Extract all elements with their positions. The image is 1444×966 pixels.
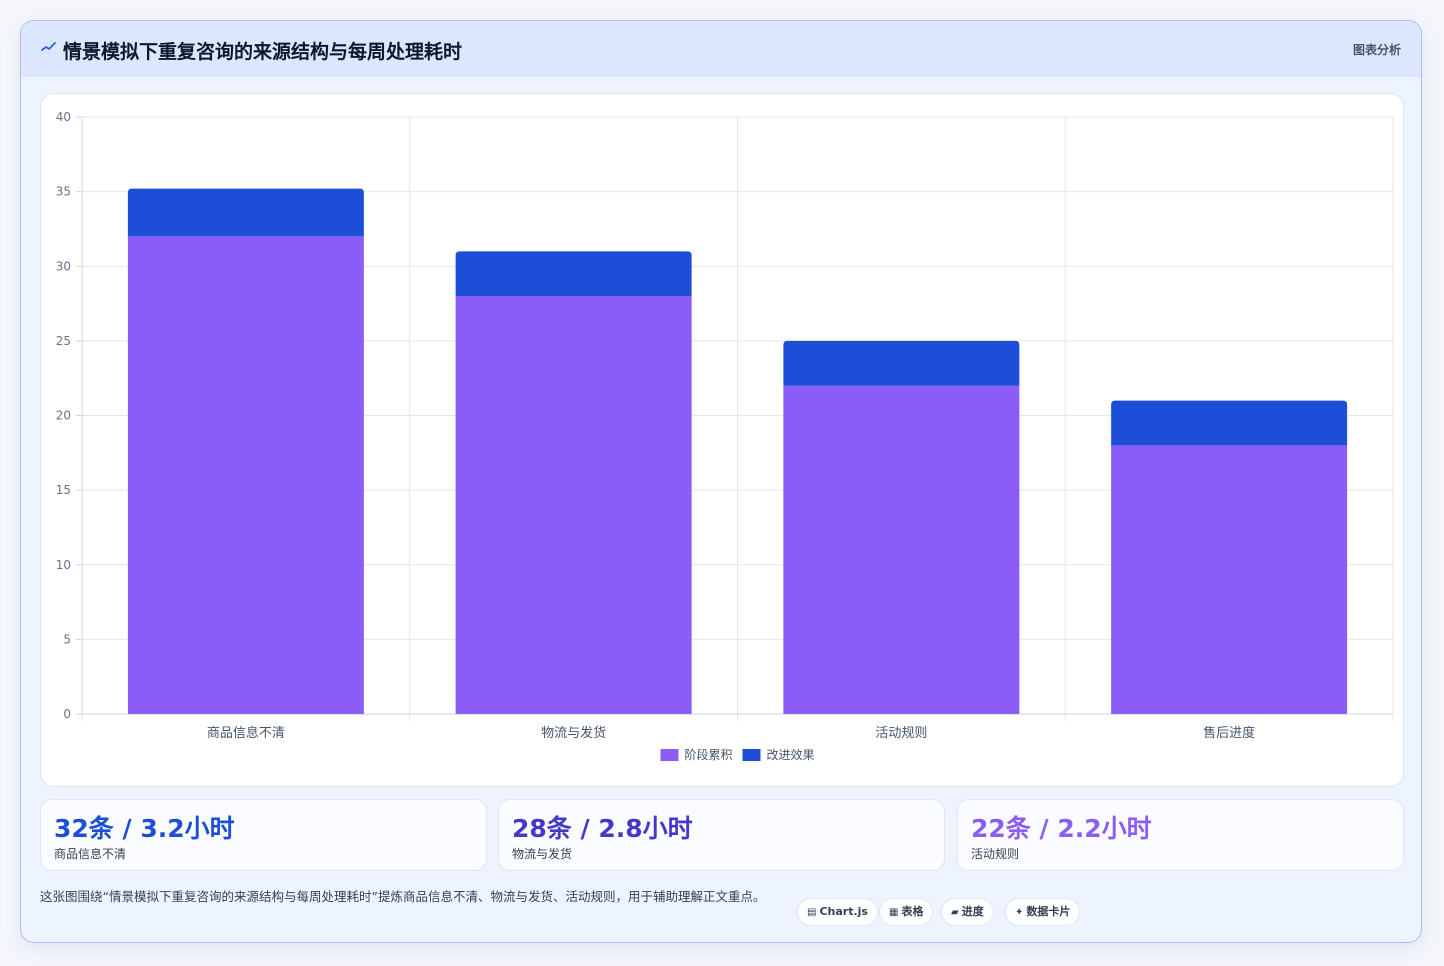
chip-chartjs[interactable]: ▤ Chart.js (797, 898, 878, 926)
stat-label: 商品信息不清 (54, 847, 127, 861)
stat-value: 28条 / 2.8小时 (512, 814, 693, 843)
chart-icon: ▤ (807, 907, 817, 918)
y-tick-label: 35 (56, 185, 71, 199)
y-tick-label: 0 (63, 707, 71, 721)
y-tick-label: 15 (56, 483, 71, 497)
chip-data-card[interactable]: ✦ 数据卡片 (1005, 898, 1081, 926)
chart-panel: 0 5 10 15 20 25 30 35 40 商品信息不清 物流与发货 活动规则 售后进度阶段累积 改… (40, 93, 1404, 787)
stat-card-2: 28条 / 2.8小时 物流与发货 (498, 799, 945, 871)
legend-swatch (660, 749, 679, 761)
bar-improvement (455, 251, 692, 297)
legend-label: 阶段累积 (685, 747, 733, 762)
stat-label: 物流与发货 (512, 847, 573, 861)
card-header: 情景模拟下重复咨询的来源结构与每周处理耗时 图表分析 (21, 21, 1421, 77)
bar-stage-cumulative (1111, 445, 1348, 714)
y-tick-label: 20 (56, 409, 71, 423)
stat-value: 32条 / 3.2小时 (54, 814, 235, 843)
trend-icon (41, 42, 56, 51)
legend-label: 改进效果 (767, 747, 815, 762)
bar-improvement (783, 340, 1020, 386)
chart-analysis-tag: 图表分析 (1352, 43, 1401, 57)
chip-progress[interactable]: ▰ 进度 (941, 898, 994, 926)
legend-swatch (742, 749, 761, 761)
x-tick-label: 活动规则 (875, 726, 927, 741)
y-tick-label: 5 (63, 632, 71, 646)
chart-title: 情景模拟下重复咨询的来源结构与每周处理耗时 (63, 41, 463, 63)
chart-card: 情景模拟下重复咨询的来源结构与每周处理耗时 图表分析 0 5 10 15 20 25 30 3… (20, 20, 1422, 943)
bar-stage-cumulative (783, 385, 1020, 714)
x-tick-label: 商品信息不清 (207, 725, 285, 741)
x-tick-label: 物流与发货 (541, 725, 606, 741)
y-tick-label: 10 (56, 558, 71, 572)
progress-icon: ▰ (951, 907, 959, 918)
x-tick-label: 售后进度 (1203, 725, 1255, 741)
stat-card-1: 32条 / 3.2小时 商品信息不清 (40, 799, 487, 871)
y-tick-label: 30 (56, 259, 71, 273)
table-icon: ▦ (889, 907, 899, 918)
chart-description: 这张图围绕“情景模拟下重复咨询的来源结构与每周处理耗时”提炼商品信息不清、物流与… (40, 889, 766, 904)
bar-improvement (1111, 400, 1348, 446)
bar-stage-cumulative (127, 236, 364, 714)
stat-card-3: 22条 / 2.2小时 活动规则 (957, 799, 1404, 871)
stat-label: 活动规则 (971, 847, 1020, 861)
y-tick-label: 25 (56, 334, 71, 348)
y-tick-label: 40 (56, 110, 71, 124)
sparkle-icon: ✦ (1015, 907, 1024, 918)
bar-improvement (127, 188, 364, 237)
chip-table[interactable]: ▦ 表格 (879, 898, 934, 926)
bar-stage-cumulative (455, 296, 692, 714)
stat-value: 22条 / 2.2小时 (971, 814, 1152, 843)
